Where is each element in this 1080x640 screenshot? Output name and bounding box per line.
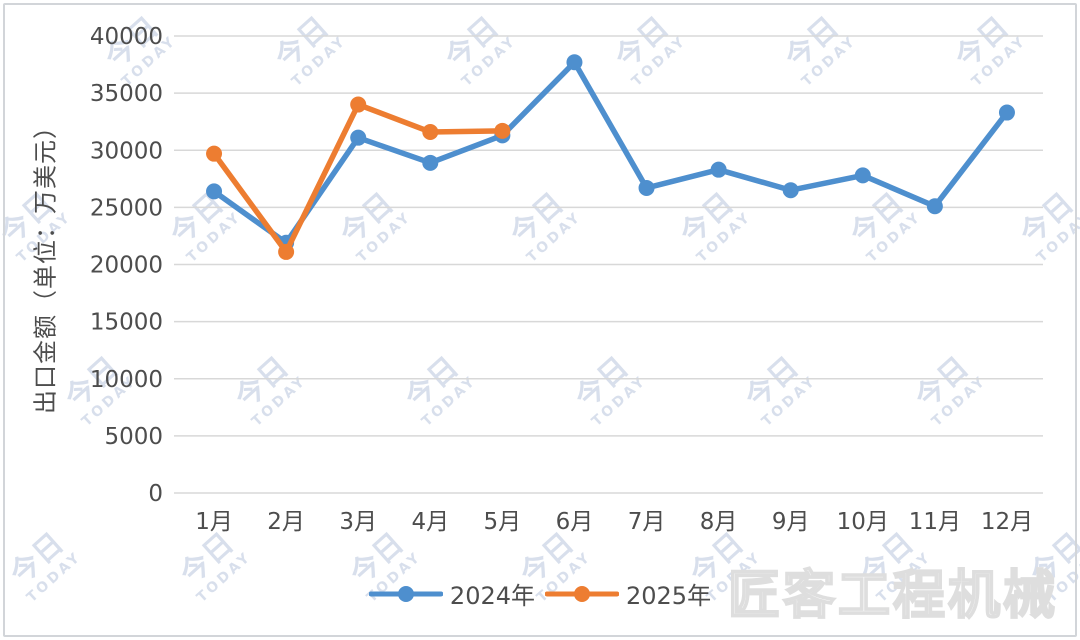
x-tick-label: 3月: [339, 509, 377, 535]
legend-item: 2024年: [368, 576, 535, 611]
series-0-marker: [710, 161, 727, 178]
y-tick-label: 20000: [90, 253, 163, 279]
x-tick-label: 7月: [628, 509, 666, 535]
y-tick-label: 0: [148, 481, 163, 507]
y-tick-label: 15000: [90, 310, 163, 336]
brand-watermark-text: 匠客工程机械: [727, 565, 1058, 627]
y-tick-label: 35000: [90, 81, 163, 107]
series-0-marker: [998, 104, 1015, 121]
series-1-marker: [422, 123, 439, 140]
y-tick-label: 10000: [90, 367, 163, 393]
y-tick-label: 5000: [104, 424, 163, 450]
x-tick-label: 4月: [411, 509, 449, 535]
series-0-marker: [350, 129, 367, 146]
x-tick-label: 9月: [772, 509, 810, 535]
series-0-marker: [638, 179, 655, 196]
series-0-line: [211, 59, 1010, 246]
x-tick-label: 6月: [556, 509, 594, 535]
y-tick-label: 25000: [90, 195, 163, 221]
x-tick-label: 11月: [909, 509, 961, 535]
series-1-line: [211, 101, 506, 255]
legend-label: 2024年: [449, 582, 535, 610]
legend-marker-icon: [368, 585, 443, 602]
legend: 2024年 2025年: [0, 576, 1080, 611]
series-0-marker: [854, 167, 871, 184]
series-1-marker: [278, 243, 295, 260]
x-tick-label: 10月: [837, 509, 889, 535]
x-tick-label: 8月: [700, 509, 738, 535]
series-0-marker: [422, 154, 439, 171]
series-0-marker: [782, 182, 799, 199]
series-1-marker: [350, 96, 367, 113]
x-tick-label: 12月: [981, 509, 1033, 535]
legend-label: 2025年: [626, 582, 712, 610]
series-0-marker: [566, 54, 583, 71]
series-0-marker: [206, 183, 223, 200]
y-tick-label: 30000: [90, 138, 163, 164]
legend-item: 2025年: [545, 576, 711, 611]
y-tick-label: 40000: [90, 24, 163, 50]
legend-marker-icon: [545, 585, 619, 602]
series-1-marker: [494, 122, 511, 139]
x-tick-label: 5月: [484, 509, 522, 535]
x-tick-label: 2月: [267, 509, 305, 535]
series-0-marker: [926, 198, 943, 215]
x-tick-label: 1月: [195, 509, 233, 535]
series-1-marker: [206, 145, 223, 162]
